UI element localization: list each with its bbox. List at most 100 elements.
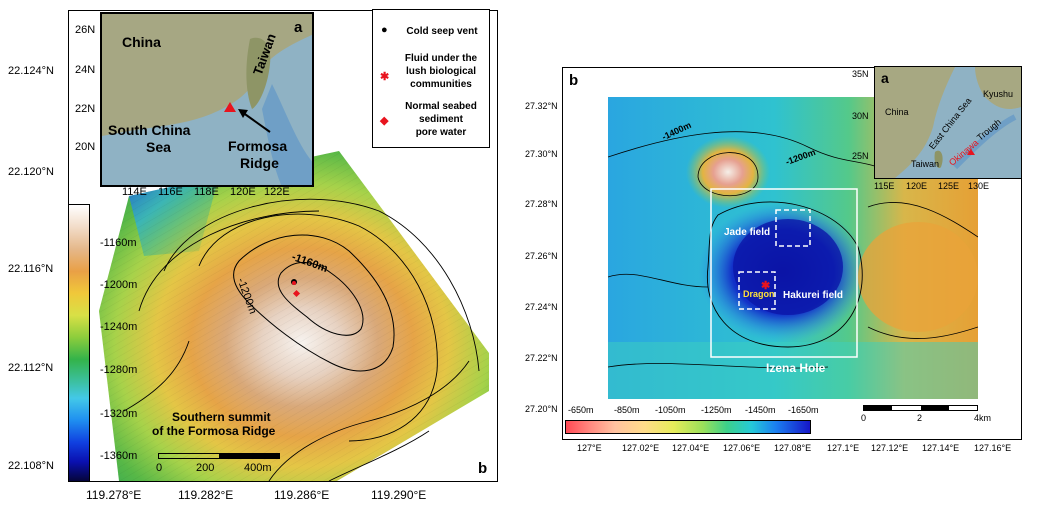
right-x-9: 127.16°E <box>974 443 1012 453</box>
left-legend: ● Cold seep vent ✱ Fluid under the lush … <box>372 9 490 148</box>
right-y-5: 27.24°N <box>525 302 558 312</box>
rcbar-6: -1650m <box>788 405 819 415</box>
right-x-3: 127.04°E <box>672 443 710 453</box>
rinset-y-25: 25N <box>852 151 869 161</box>
jade-box <box>775 209 811 247</box>
rinset-label-a: a <box>881 70 889 86</box>
right-x-2: 127.02°E <box>622 443 660 453</box>
fluid-marker <box>292 281 296 285</box>
inset-x-116: 116E <box>158 186 183 198</box>
east-ridge <box>858 222 978 332</box>
right-x-6: 127.1°E <box>827 443 860 453</box>
cbar-tick-2: -1200m <box>100 279 138 291</box>
left-x-tick-2: 119.282°E <box>178 488 234 502</box>
inset-x-122: 122E <box>264 186 290 198</box>
cbar-tick-4: -1280m <box>100 364 138 376</box>
left-x-tick-1: 119.278°E <box>86 488 142 502</box>
right-depth-colorbar <box>565 420 811 434</box>
left-y-tick-3: 22.116°N <box>8 263 54 275</box>
right-scalebar <box>863 405 978 411</box>
rinset-y-35: 35N <box>852 69 869 79</box>
right-y-2: 27.30°N <box>525 149 558 159</box>
legend-item-pore-3: pore water <box>415 127 467 138</box>
summit-title-line1: Southern summit <box>172 410 271 424</box>
legend-sym-pore: ◆ <box>380 115 389 127</box>
rscale-2: 2 <box>917 413 923 423</box>
inset-place-formosa-2: Ridge <box>240 155 279 171</box>
rcbar-1: -650m <box>568 405 594 415</box>
rcbar-5: -1450m <box>745 405 776 415</box>
right-x-8: 127.14°E <box>922 443 960 453</box>
left-y-tick-1: 22.124°N <box>8 65 54 77</box>
rscale-4: 4km <box>974 413 992 423</box>
study-area-box <box>710 188 858 358</box>
left-y-tick-2: 22.120°N <box>8 166 54 178</box>
right-map-frame <box>562 67 1022 440</box>
dragon-star: ✱ <box>761 280 770 292</box>
legend-item-pore-1: Normal seabed <box>405 101 477 112</box>
inset-x-118: 118E <box>194 186 219 198</box>
legend-item-fluid-1: Fluid under the <box>404 53 478 64</box>
rinset-y-30: 30N <box>852 111 869 121</box>
cbar-tick-1: -1160m <box>100 237 137 249</box>
left-depth-colorbar <box>68 204 90 482</box>
legend-item-fluid-2: lush biological <box>405 66 476 77</box>
inset-x-120: 120E <box>230 186 256 198</box>
izena-hole-label: Izena Hole <box>766 361 826 375</box>
right-x-5: 127.08°E <box>774 443 812 453</box>
right-y-7: 27.20°N <box>525 404 558 414</box>
inset-formosa-marker <box>224 102 236 112</box>
field-dragon: Dragon <box>743 289 775 299</box>
rinset-kyushu: Kyushu <box>983 89 1014 99</box>
inset-arrow-line <box>241 111 271 133</box>
rinset-x-120: 120E <box>906 181 928 191</box>
rcbar-2: -850m <box>614 405 640 415</box>
contour-outer-2 <box>163 198 480 372</box>
left-y-tick-4: 22.112°N <box>8 362 54 374</box>
field-hakurei: Hakurei field <box>783 290 844 301</box>
right-x-4: 127.06°E <box>723 443 761 453</box>
contour-outer-6 <box>123 340 190 412</box>
inset-place-china: China <box>122 34 161 50</box>
cbar-tick-5: -1320m <box>100 408 138 420</box>
left-x-tick-3: 119.286°E <box>274 488 330 502</box>
legend-sym-fluid: ✱ <box>380 71 390 83</box>
legend-item-cold-seep: Cold seep vent <box>406 26 478 37</box>
okinawa-bathymetry-map: ✱ <box>608 97 978 399</box>
inset-y-22: 22N <box>75 103 96 115</box>
right-inset-map: a China Kyushu East China Sea Okinawa Tr… <box>874 66 1022 179</box>
rinset-x-115: 115E <box>874 181 895 191</box>
rinset-x-130: 130E <box>968 181 990 191</box>
dragon-box <box>738 271 776 310</box>
right-panel-label: b <box>569 72 579 89</box>
right-y-6: 27.22°N <box>525 353 558 363</box>
summit-title-line2: of the Formosa Ridge <box>152 424 276 438</box>
rinset-x-125: 125E <box>938 181 960 191</box>
scalebar-200: 200 <box>196 462 215 474</box>
right-y-1: 27.32°N <box>525 101 558 111</box>
rcbar-3: -1050m <box>655 405 686 415</box>
rscale-0: 0 <box>861 413 867 423</box>
inset-x-114: 114E <box>122 186 147 198</box>
right-y-4: 27.26°N <box>525 251 558 261</box>
contour-1160 <box>277 262 364 336</box>
legend-sym-cold-seep: ● <box>381 24 388 36</box>
contour-outer-5 <box>328 430 430 481</box>
inset-y-24: 24N <box>75 64 96 76</box>
left-scalebar <box>158 453 280 459</box>
cbar-tick-3: -1240m <box>100 321 138 333</box>
right-x-7: 127.12°E <box>871 443 909 453</box>
contour-outer-1 <box>198 213 438 442</box>
inset-trench <box>262 84 312 185</box>
pore-water-marker <box>292 289 301 298</box>
left-panel-label: b <box>478 460 488 477</box>
scalebar-400: 400m <box>244 462 272 474</box>
rinset-china: China <box>885 107 909 117</box>
scalebar-0: 0 <box>156 462 163 474</box>
rcbar-4: -1250m <box>701 405 732 415</box>
rinset-taiwan: Taiwan <box>911 159 940 169</box>
contour-outer-3 <box>138 210 320 312</box>
cbar-tick-6: -1360m <box>100 450 138 462</box>
contour-outer-4 <box>268 360 470 481</box>
legend-item-pore-2: sediment <box>419 114 463 125</box>
